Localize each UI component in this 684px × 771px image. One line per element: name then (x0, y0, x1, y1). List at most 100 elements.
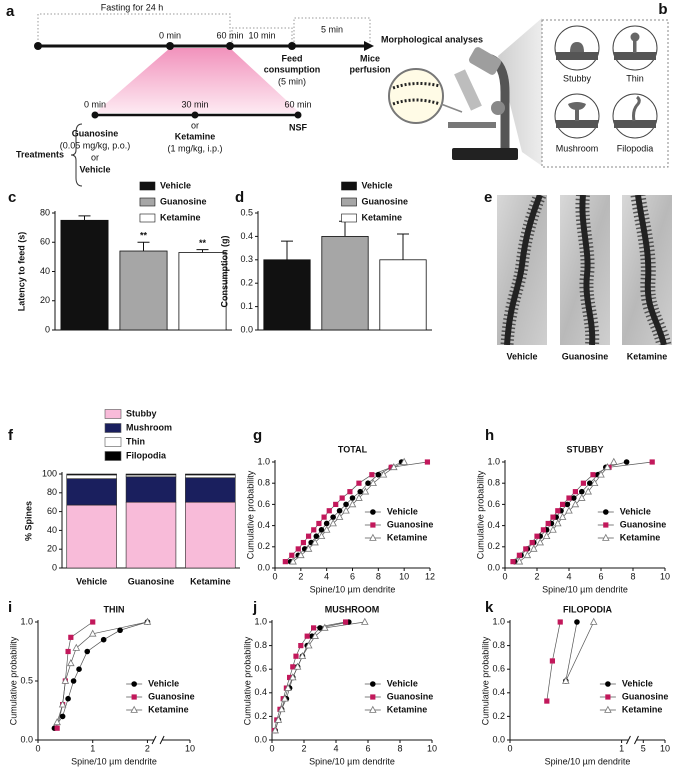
point (316, 520, 322, 527)
point (555, 508, 561, 514)
point (311, 527, 317, 533)
legend-label: Ketamine (387, 704, 428, 714)
x-axis-label: Spine/10 µm dendrite (309, 756, 395, 766)
legend-label: Ketamine (620, 532, 661, 542)
panel-e: e Vehicle Guanosine Ketamine (484, 189, 672, 361)
point (597, 470, 605, 478)
point (578, 493, 586, 501)
series-line (519, 461, 615, 562)
series-line (565, 621, 578, 682)
point (590, 472, 596, 478)
legend-marker (603, 522, 609, 528)
x-tick-label: 0 (269, 743, 274, 753)
y-tick-label: 60 (47, 506, 57, 516)
chart-title: STUBBY (566, 444, 603, 454)
x-tick-label: 10 (660, 743, 670, 753)
treatment-label: Vehicle (79, 164, 110, 174)
point (59, 713, 66, 720)
bar-segment (125, 473, 177, 476)
legend-marker (370, 522, 376, 528)
y-tick-label: 0.1 (240, 301, 253, 311)
point (339, 495, 345, 501)
point (326, 508, 332, 514)
legend-label: Guanosine (160, 196, 207, 206)
treatment-label: (0.05 mg/kg, p.o.) (60, 140, 131, 150)
point (317, 625, 323, 631)
point (603, 463, 612, 471)
point (523, 546, 529, 552)
x-tick-label: Guanosine (128, 576, 175, 586)
group-label: Ketamine (627, 351, 668, 361)
x-tick-label: 10 (399, 571, 409, 581)
panel-letter: f (8, 427, 14, 444)
y-tick-label: 100 (42, 468, 57, 478)
x-tick-label: 10 (185, 743, 195, 753)
panel-letter: e (484, 189, 492, 206)
point (333, 501, 339, 507)
point (343, 619, 349, 625)
treatment-label: or (191, 120, 199, 130)
legend-swatch (104, 451, 122, 461)
point (544, 698, 550, 704)
dendrite (575, 195, 600, 345)
treatment-label: or (91, 152, 99, 162)
panel-letter: h (485, 427, 494, 444)
point (388, 464, 394, 470)
x-tick-label: Vehicle (76, 576, 107, 586)
bar-segment (185, 474, 236, 479)
point (400, 457, 408, 465)
legend-label: Guanosine (622, 691, 669, 701)
point (322, 525, 331, 533)
zoom-region (95, 48, 300, 113)
point (305, 641, 313, 649)
legend-swatch (104, 437, 122, 447)
point (321, 514, 327, 520)
point (289, 673, 297, 681)
point (70, 678, 77, 684)
bar-segment (66, 474, 117, 480)
point (348, 500, 357, 508)
x-tick-label: 10 (660, 571, 670, 581)
legend-swatch (341, 181, 357, 191)
spine-label: Thin (626, 73, 644, 83)
point (287, 674, 293, 681)
interval-label: Fasting for 24 h (101, 2, 164, 12)
legend-label: Guanosine (362, 196, 409, 206)
morphology-label: Morphological analyses (381, 34, 483, 44)
legend-swatch (139, 197, 156, 207)
point (649, 459, 655, 465)
y-tick-label: 0.0 (20, 734, 33, 744)
legend-marker (604, 705, 612, 713)
error-bar (397, 233, 409, 260)
point (536, 538, 544, 546)
time-label: 60 min (216, 30, 243, 40)
point (298, 643, 304, 649)
y-tick-label: 0.4 (254, 687, 267, 697)
y-axis-label: Consumption (g) (219, 236, 229, 308)
point (277, 705, 286, 713)
point (318, 527, 325, 533)
point (549, 525, 557, 533)
bracket (293, 17, 371, 42)
y-tick-label: 40 (40, 266, 50, 276)
legend-marker (370, 694, 376, 700)
x-tick-label: Ketamine (190, 576, 231, 586)
point (369, 478, 377, 486)
legend-marker (370, 681, 376, 687)
bar (178, 252, 227, 331)
y-tick-label: 1.0 (492, 616, 505, 626)
legend-label: Vehicle (387, 506, 418, 516)
x-tick-label: 2 (298, 571, 303, 581)
y-tick-label: 0.8 (487, 478, 500, 488)
y-axis-label: Cumulative probability (480, 636, 490, 725)
panel-letter: j (252, 599, 257, 616)
legend-label: Ketamine (148, 704, 189, 714)
event-label: consumption (264, 64, 321, 74)
point (579, 488, 585, 495)
spine-label: Filopodia (617, 143, 654, 153)
x-tick-label: 1 (619, 743, 624, 753)
event-label: perfusion (349, 64, 390, 74)
y-tick-label: 1.0 (487, 456, 500, 466)
point (361, 487, 370, 495)
point (510, 559, 516, 565)
